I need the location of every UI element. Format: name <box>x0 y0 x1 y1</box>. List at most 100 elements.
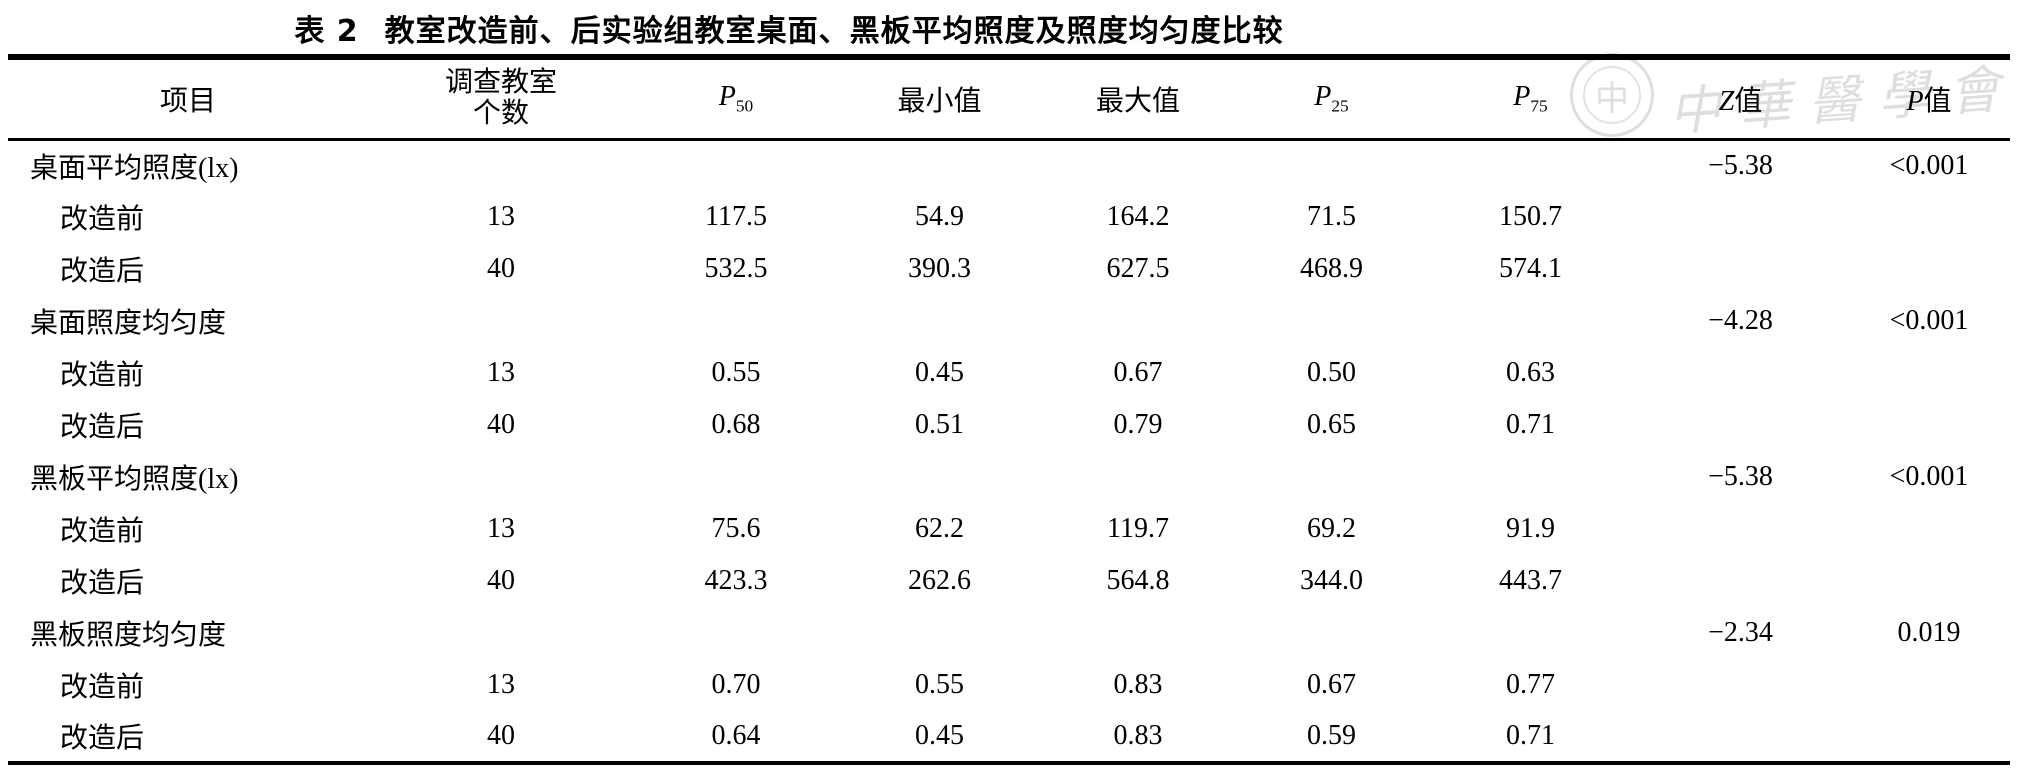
data-table: 项目 调查教室 个数 P50 最小值 最大值 P25 P75 Z值 P值 桌面平均… <box>8 54 2010 765</box>
row-label: 黑板照度均匀度 <box>30 620 227 651</box>
cell-max <box>1041 139 1235 191</box>
cell-z <box>1633 659 1848 711</box>
cell-z <box>1633 243 1848 295</box>
cell-n: 40 <box>487 565 515 596</box>
row-label: 改造后 <box>60 568 145 599</box>
cell-n <box>368 295 634 347</box>
table-row: 改造前 13 0.70 0.55 0.83 0.67 0.77 <box>8 659 2010 711</box>
cell-p <box>1848 503 2010 555</box>
cell-max: 0.79 <box>1113 409 1163 440</box>
cell-max: 0.83 <box>1113 720 1163 751</box>
cell-p50: 532.5 <box>704 253 768 284</box>
cell-n: 40 <box>487 720 515 751</box>
cell-p50: 0.70 <box>711 669 761 700</box>
row-label: 改造后 <box>60 412 145 443</box>
cell-min: 390.3 <box>908 253 971 284</box>
cell-p <box>1848 347 2010 399</box>
cell-n: 13 <box>487 513 515 544</box>
cell-p <box>1848 711 2010 763</box>
cell-n <box>368 607 634 659</box>
table-row: 改造后 40 0.68 0.51 0.79 0.65 0.71 <box>8 399 2010 451</box>
cell-z: −4.28 <box>1708 305 1773 336</box>
row-label: 改造前 <box>60 672 145 703</box>
cell-p50: 75.6 <box>711 513 761 544</box>
cell-p <box>1848 399 2010 451</box>
cell-p75: 150.7 <box>1499 201 1562 232</box>
cell-p25 <box>1235 607 1428 659</box>
cell-p <box>1848 659 2010 711</box>
cell-p75: 0.71 <box>1506 720 1555 751</box>
cell-n: 13 <box>487 201 515 232</box>
table-row: 改造后 40 0.64 0.45 0.83 0.59 0.71 <box>8 711 2010 763</box>
cell-p: 0.019 <box>1897 617 1961 648</box>
cell-p75 <box>1428 139 1633 191</box>
table-body: 桌面平均照度(lx) −5.38 <0.001 改造前 13 117.5 54.… <box>8 139 2010 763</box>
cell-p75: 0.63 <box>1506 357 1555 388</box>
cell-min: 0.51 <box>915 409 964 440</box>
table-row: 改造后 40 423.3 262.6 564.8 344.0 443.7 <box>8 555 2010 607</box>
row-label: 改造后 <box>60 723 145 754</box>
row-label: 桌面平均照度(lx) <box>30 152 239 184</box>
cell-min <box>838 607 1041 659</box>
cell-p75 <box>1428 607 1633 659</box>
cell-p25 <box>1235 451 1428 503</box>
cell-p75: 443.7 <box>1499 565 1562 596</box>
cell-n <box>368 451 634 503</box>
cell-p75 <box>1428 451 1633 503</box>
cell-z: −5.38 <box>1708 461 1773 492</box>
cell-p25: 0.67 <box>1307 669 1356 700</box>
table-row: 改造后 40 532.5 390.3 627.5 468.9 574.1 <box>8 243 2010 295</box>
cell-min <box>838 451 1041 503</box>
row-label: 改造前 <box>60 516 145 547</box>
header-classroom-count: 调查教室 个数 <box>444 67 557 130</box>
cell-z <box>1633 503 1848 555</box>
cell-max: 564.8 <box>1106 565 1170 596</box>
table-row: 改造前 13 75.6 62.2 119.7 69.2 91.9 <box>8 503 2010 555</box>
header-min: 最小值 <box>897 85 982 117</box>
cell-z: −5.38 <box>1708 149 1773 181</box>
cell-p50: 0.68 <box>711 409 761 440</box>
header-row: 项目 调查教室 个数 P50 最小值 最大值 P25 P75 Z值 P值 <box>8 57 2010 139</box>
cell-min: 62.2 <box>915 513 964 544</box>
cell-p25: 0.65 <box>1307 409 1356 440</box>
table-row: 改造前 13 0.55 0.45 0.67 0.50 0.63 <box>8 347 2010 399</box>
cell-p <box>1848 555 2010 607</box>
cell-p25: 69.2 <box>1307 513 1356 544</box>
cell-max <box>1041 451 1235 503</box>
cell-z <box>1633 347 1848 399</box>
header-p75: P75 <box>1513 80 1548 116</box>
cell-z: −2.34 <box>1708 617 1773 648</box>
cell-n: 40 <box>487 409 515 440</box>
cell-min: 0.45 <box>915 357 964 388</box>
row-label: 改造前 <box>60 204 145 235</box>
cell-max <box>1041 607 1235 659</box>
cell-p50 <box>634 451 838 503</box>
cell-min: 54.9 <box>915 201 964 232</box>
row-label: 改造后 <box>60 256 145 287</box>
cell-p50 <box>634 607 838 659</box>
cell-max: 0.67 <box>1113 357 1163 388</box>
table-row-group: 桌面平均照度(lx) −5.38 <0.001 <box>8 139 2010 191</box>
header-z-value: Z值 <box>1718 85 1763 117</box>
cell-min: 0.45 <box>915 720 964 751</box>
header-max: 最大值 <box>1095 85 1180 117</box>
header-p25: P25 <box>1314 80 1349 116</box>
table-row-group: 黑板照度均匀度 −2.34 0.019 <box>8 607 2010 659</box>
cell-p25: 0.50 <box>1307 357 1356 388</box>
cell-p75: 574.1 <box>1499 253 1562 284</box>
row-label: 桌面照度均匀度 <box>30 308 227 339</box>
table-title: 表 2 教室改造前、后实验组教室桌面、黑板平均照度及照度均匀度比较 <box>0 0 2018 54</box>
cell-p25: 0.59 <box>1307 720 1356 751</box>
cell-p75: 0.77 <box>1506 669 1555 700</box>
cell-p: <0.001 <box>1889 149 1969 181</box>
cell-min <box>838 295 1041 347</box>
cell-max: 627.5 <box>1106 253 1170 284</box>
cell-z <box>1633 191 1848 243</box>
cell-n: 13 <box>487 357 515 388</box>
table-title-text: 教室改造前、后实验组教室桌面、黑板平均照度及照度均匀度比较 <box>384 14 1284 49</box>
cell-n: 40 <box>487 253 515 284</box>
cell-p75 <box>1428 295 1633 347</box>
cell-p50: 117.5 <box>705 201 767 232</box>
cell-max: 0.83 <box>1113 669 1163 700</box>
cell-p25 <box>1235 295 1428 347</box>
